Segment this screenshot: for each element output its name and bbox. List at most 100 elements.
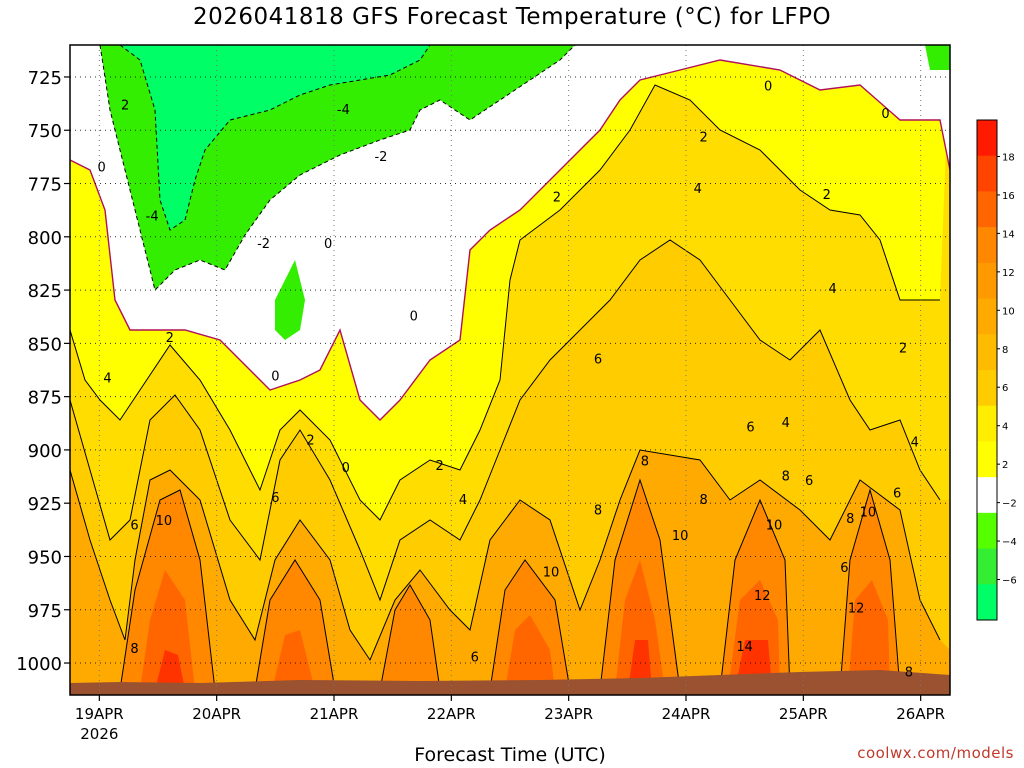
band-plus12-lobe5 xyxy=(615,560,665,690)
band-plus12-lobe4 xyxy=(505,615,555,690)
contour-label: 8 xyxy=(641,455,649,470)
contour-label: -4 xyxy=(337,103,350,118)
contour-label: 6 xyxy=(471,651,479,666)
colorbar-label: 12 xyxy=(1002,268,1015,279)
contour-label: 14 xyxy=(736,640,753,655)
zero-contour-lines xyxy=(70,59,950,421)
colorbar-label: 2 xyxy=(1002,460,1008,471)
contour-label: 8 xyxy=(905,666,913,681)
contour-label: 0 xyxy=(98,160,106,175)
contour-label: 10 xyxy=(766,519,783,534)
contour-label: 10 xyxy=(543,565,560,580)
contour-label: 2 xyxy=(553,190,561,205)
x-tick-label: 21APR xyxy=(310,705,359,723)
contour-label: 2 xyxy=(306,433,314,448)
y-tick-label: 900 xyxy=(28,441,62,462)
y-tick-label: 775 xyxy=(28,175,62,196)
band-minus4 xyxy=(120,45,430,230)
contour-label: 0 xyxy=(324,237,332,252)
contour-label: 2 xyxy=(121,99,129,114)
contour-label: 10 xyxy=(672,529,689,544)
band-plus12-lobe7 xyxy=(848,580,890,690)
contour-label: 8 xyxy=(594,504,602,519)
plot-frame xyxy=(69,44,951,696)
x-tick-label: 24APR xyxy=(662,705,711,723)
contour-label: 0 xyxy=(342,461,350,476)
contour-label: 4 xyxy=(103,371,111,386)
x-tick-label: 19APR xyxy=(75,705,124,723)
contour-line-8 xyxy=(119,478,901,691)
contour-label: 6 xyxy=(594,352,602,367)
colorbar-swatch xyxy=(977,584,997,621)
colorbar-frame xyxy=(976,119,998,621)
contour-label: 0 xyxy=(764,79,772,94)
contour-label: 2 xyxy=(166,331,174,346)
colorbar-swatch xyxy=(977,477,997,514)
band-plus14-lobe5 xyxy=(628,640,652,690)
colorbar-swatch xyxy=(977,512,997,550)
x-tick-label: 22APR xyxy=(427,705,476,723)
y-tick-label: 800 xyxy=(28,228,62,249)
colorbar-swatch xyxy=(977,155,997,192)
colorbar-label: 8 xyxy=(1002,345,1008,356)
colorbar-label: 6 xyxy=(1002,383,1008,394)
contour-label: 6 xyxy=(893,487,901,502)
contour-label: 6 xyxy=(130,519,138,534)
contour-label: 0 xyxy=(410,310,418,325)
contour-label: 6 xyxy=(271,491,279,506)
contour-label: 8 xyxy=(782,469,790,484)
colorbar-label: 4 xyxy=(1002,422,1008,433)
contour-line-4 xyxy=(70,239,941,602)
contour-label: -2 xyxy=(374,150,387,165)
x-tick-label: 25APR xyxy=(779,705,828,723)
colorbar-label: 18 xyxy=(1002,152,1015,163)
contour-label: 2 xyxy=(699,131,707,146)
contour-label: 12 xyxy=(754,589,771,604)
credit-link[interactable]: coolwx.com/models xyxy=(857,744,1014,762)
chart-title: 2026041818 GFS Forecast Temperature (°C)… xyxy=(192,4,832,30)
colorbar-swatch xyxy=(977,334,997,371)
contour-line-0 xyxy=(70,59,950,421)
gridlines xyxy=(70,45,950,695)
colorbar-swatch xyxy=(977,548,997,585)
contour-line-minus2 xyxy=(99,45,576,291)
contour-label: 2 xyxy=(899,342,907,357)
ground xyxy=(70,670,950,695)
contour-label: 6 xyxy=(805,474,813,489)
y-tick-label: 750 xyxy=(28,121,62,142)
x-axis: 19APR 2026 20APR 21APR 22APR 23APR 24APR 25APR 2… xyxy=(75,695,945,743)
contour-label: 4 xyxy=(459,493,467,508)
y-tick-label: 975 xyxy=(28,601,62,622)
colorbar-label: −2 xyxy=(1002,499,1017,510)
y-tick-label: 725 xyxy=(28,68,62,89)
colorbar-swatch xyxy=(977,441,997,478)
colorbar-label: 16 xyxy=(1002,191,1015,202)
contour-label: 10 xyxy=(156,514,173,529)
colorbar-label: 14 xyxy=(1002,229,1015,240)
x-tick-label: 26APR xyxy=(896,705,945,723)
contour-label: 6 xyxy=(840,561,848,576)
colorbar: 18 16 14 12 10 8 6 4 2 −2 −4 −6 xyxy=(976,119,1017,621)
band-minus2-topright xyxy=(925,45,950,70)
y-tick-label: 875 xyxy=(28,388,62,409)
x-tick-label: 23APR xyxy=(544,705,593,723)
contour-label: 12 xyxy=(848,602,865,617)
contour-label: 0 xyxy=(271,369,279,384)
negative-contour-lines xyxy=(99,45,576,291)
colorbar-swatch xyxy=(977,405,997,442)
contour-label: 4 xyxy=(829,282,837,297)
colorbar-label: −4 xyxy=(1002,537,1017,548)
x-tick-sublabel: 2026 xyxy=(80,725,118,743)
colorbar-swatch xyxy=(977,191,997,228)
y-tick-label: 925 xyxy=(28,494,62,515)
colorbar-swatch xyxy=(977,370,997,407)
colorbar-swatch xyxy=(977,227,997,264)
colorbar-label: −6 xyxy=(1002,576,1017,587)
contour-label: 8 xyxy=(846,512,854,527)
contour-label: 2 xyxy=(435,459,443,474)
contour-label: 2 xyxy=(823,188,831,203)
x-axis-title: Forecast Time (UTC) xyxy=(414,744,606,766)
x-tick-label: 20APR xyxy=(192,705,241,723)
contour-label: 4 xyxy=(782,416,790,431)
